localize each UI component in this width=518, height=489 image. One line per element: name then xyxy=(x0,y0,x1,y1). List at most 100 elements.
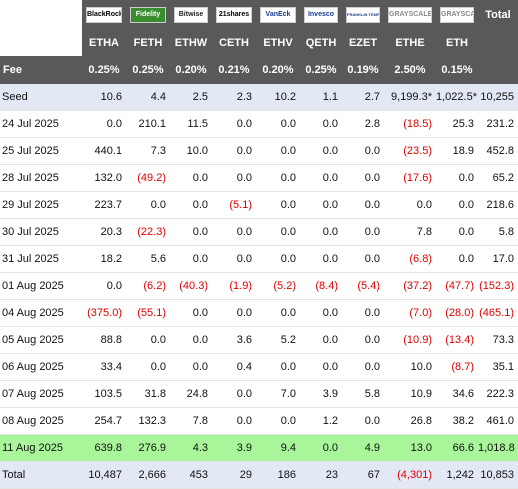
flow-value: 67 xyxy=(367,469,380,481)
flow-value: 0.0 xyxy=(236,253,252,265)
flow-value: 223.7 xyxy=(94,199,122,211)
row-label: Total xyxy=(2,469,26,481)
flow-value: 24.8 xyxy=(186,388,208,400)
flow-value: 0.0 xyxy=(106,280,122,292)
flow-value: (37.2) xyxy=(403,280,432,292)
flow-value: 132.0 xyxy=(94,172,122,184)
row-label: 06 Aug 2025 xyxy=(2,361,64,373)
flow-value: 5.8 xyxy=(498,226,514,238)
brand-logo: GRAYSCALE xyxy=(388,7,432,23)
flow-value: 0.0 xyxy=(458,172,474,184)
flow-value: (1.9) xyxy=(229,280,252,292)
flow-value: 276.9 xyxy=(138,442,166,454)
ticker: ETHW xyxy=(174,37,208,49)
flow-value: 31.8 xyxy=(144,388,166,400)
flow-value: 10.9 xyxy=(410,388,432,400)
flow-value: 11.5 xyxy=(187,118,208,130)
flow-value: 0.0 xyxy=(322,334,338,346)
flow-value: 4.3 xyxy=(192,442,208,454)
flow-value: (7.0) xyxy=(409,307,432,319)
flow-value: 218.6 xyxy=(486,199,514,211)
flow-value: 0.0 xyxy=(364,253,380,265)
flow-value: 0.0 xyxy=(280,415,296,427)
flow-value: 2,666 xyxy=(138,469,166,481)
flow-value: 0.0 xyxy=(280,253,296,265)
ticker: EZET xyxy=(348,37,378,49)
flow-value: (5.4) xyxy=(357,280,380,292)
row-divider xyxy=(0,380,518,381)
row-background xyxy=(0,462,518,489)
flow-value: 18.2 xyxy=(100,253,122,265)
flow-value: 461.0 xyxy=(486,415,514,427)
ticker: ETHE xyxy=(395,37,425,49)
brand-logo: BlackRock xyxy=(86,7,122,23)
flow-value: 0.0 xyxy=(364,334,380,346)
flow-value: 0.0 xyxy=(280,199,296,211)
fee-value: 0.25% xyxy=(88,64,120,76)
fee-value: 0.25% xyxy=(132,64,164,76)
row-divider xyxy=(0,110,518,111)
flow-value: 0.0 xyxy=(322,361,338,373)
row-background xyxy=(0,165,518,192)
flow-value: 453 xyxy=(189,469,208,481)
flow-value: 0.0 xyxy=(458,199,474,211)
flow-value: 0.0 xyxy=(192,226,208,238)
flow-value: 0.0 xyxy=(236,388,252,400)
flow-value: 254.7 xyxy=(94,415,122,427)
ticker: CETH xyxy=(219,37,249,49)
flow-value: (22.3) xyxy=(137,226,166,238)
flow-value: 1,242 xyxy=(446,469,474,481)
flow-value: 0.0 xyxy=(192,307,208,319)
flow-value: (5.2) xyxy=(273,280,296,292)
brand-logo: Invesco xyxy=(304,7,338,23)
flow-value: 0.0 xyxy=(192,253,208,265)
row-background xyxy=(0,381,518,408)
flow-value: (6.2) xyxy=(143,280,166,292)
row-divider xyxy=(0,164,518,165)
row-label: 31 Jul 2025 xyxy=(2,253,59,265)
row-background xyxy=(0,246,518,273)
flow-value: 0.0 xyxy=(236,307,252,319)
flow-value: 0.0 xyxy=(322,145,338,157)
flow-value: 34.6 xyxy=(452,388,474,400)
flow-value: 210.1 xyxy=(138,118,166,130)
flow-value: 0.0 xyxy=(280,145,296,157)
flow-value: (8.4) xyxy=(315,280,338,292)
flow-value: 26.8 xyxy=(410,415,432,427)
flow-value: (23.5) xyxy=(403,145,432,157)
row-label: 30 Jul 2025 xyxy=(2,226,59,238)
flow-value: 7.8 xyxy=(416,226,432,238)
fee-value: 0.19% xyxy=(347,64,379,76)
row-divider xyxy=(0,326,518,327)
brand-logo: Fidelity xyxy=(130,7,166,23)
flow-value: 18.9 xyxy=(452,145,474,157)
fee-value: 0.21% xyxy=(218,64,250,76)
row-label: 08 Aug 2025 xyxy=(2,415,64,427)
flow-value: 0.0 xyxy=(236,145,252,157)
flow-value: (10.9) xyxy=(403,334,432,346)
flow-value: 29 xyxy=(239,469,252,481)
flow-value: 0.0 xyxy=(364,226,380,238)
flow-value: 66.6 xyxy=(452,442,474,454)
flow-value: 0.0 xyxy=(322,253,338,265)
flow-value: 222.3 xyxy=(486,388,514,400)
flow-value: 0.0 xyxy=(458,226,474,238)
row-background xyxy=(0,354,518,381)
flow-value: 0.0 xyxy=(364,199,380,211)
flow-value: 1.1 xyxy=(322,91,338,103)
flow-value: (465.1) xyxy=(479,307,514,319)
flow-value: (17.6) xyxy=(403,172,432,184)
flow-value: 1.2 xyxy=(322,415,338,427)
flow-value: 25.3 xyxy=(452,118,474,130)
row-background xyxy=(0,327,518,354)
brand-logo: FRANKLIN TEMPLETON xyxy=(346,7,380,23)
flow-value: 0.0 xyxy=(150,334,166,346)
flow-value: 9,199.3* xyxy=(391,91,432,103)
flow-value: 38.2 xyxy=(452,415,474,427)
total-header: Total xyxy=(485,9,511,21)
row-background xyxy=(0,192,518,219)
row-background xyxy=(0,138,518,165)
flow-value: 5.6 xyxy=(150,253,166,265)
flow-value: 0.0 xyxy=(192,172,208,184)
header-band xyxy=(0,56,518,84)
